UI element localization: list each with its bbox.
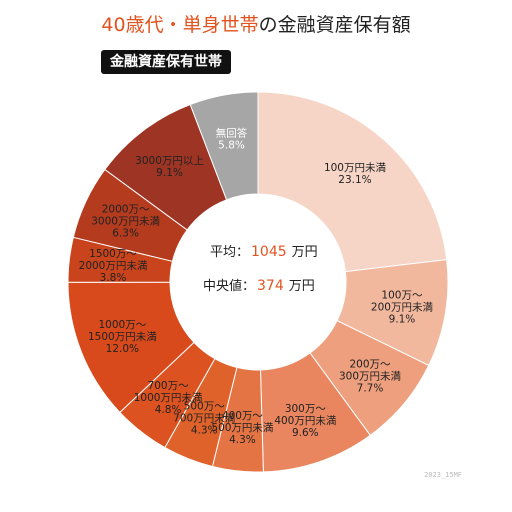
- subtitle-badge: 金融資産保有世帯: [101, 50, 231, 74]
- median-value: 374: [257, 278, 284, 294]
- slice-label-line: 7.7%: [357, 383, 384, 395]
- slice-label-line: 500万～: [184, 401, 226, 413]
- slice-label-1: 100万円未満 23.1%: [324, 162, 387, 186]
- slice-label-3: 200万～ 300万円未満 7.7%: [339, 359, 402, 395]
- slice-label-7: 700万～ 1000万円未満 4.8%: [134, 380, 203, 416]
- slice-label-line: 6.3%: [112, 227, 139, 239]
- slice-label-line: 1500万～: [89, 248, 137, 260]
- slice-label-line: 1500万円未満: [88, 331, 157, 343]
- donut-slices: [67, 91, 449, 473]
- slice-label-line: 4.3%: [229, 434, 256, 446]
- slice-label-11: 3000万円以上 9.1%: [135, 155, 204, 179]
- slice-label-line: 200万～: [349, 359, 391, 371]
- average-unit: 万円: [292, 245, 318, 260]
- slice-label-line: 23.1%: [338, 174, 371, 186]
- center-summary: 平均： 1045 万円 中央値： 374 万円: [203, 244, 318, 294]
- slice-label-line: 4.3%: [191, 425, 218, 437]
- slice-labels: 100万円未満 23.1%100万～ 200万円未満 9.1%200万～ 300万円未満…: [79, 126, 434, 446]
- average-value: 1045: [251, 244, 287, 260]
- slice-label-line: 400万～: [222, 410, 264, 422]
- slice-label-line: 1000万円未満: [134, 392, 203, 404]
- average-line: 平均： 1045 万円: [210, 244, 318, 260]
- donut-slice-12: [189, 91, 259, 201]
- chart-title-accent: 40歳代・単身世帯: [101, 14, 259, 36]
- slice-label-line: 3000万円以上: [135, 155, 204, 167]
- slice-label-4: 300万～ 400万円未満 9.6%: [274, 403, 337, 439]
- slice-label-line: 12.0%: [106, 343, 139, 355]
- slice-label-6: 500万～ 700万円未満 4.3%: [173, 401, 236, 437]
- slice-label-line: 2000万～: [102, 203, 150, 215]
- slice-label-line: 2000万円未満: [79, 260, 148, 272]
- median-line: 中央値： 374 万円: [203, 278, 315, 294]
- slice-label-10: 2000万～ 3000万円未満 6.3%: [91, 203, 160, 239]
- median-label: 中央値：: [203, 278, 255, 294]
- slice-label-12: 無回答 5.8%: [216, 126, 248, 151]
- donut-slice-1: [257, 91, 448, 273]
- slice-label-2: 100万～ 200万円未満 9.1%: [371, 289, 434, 325]
- slice-label-line: 4.8%: [155, 404, 182, 416]
- slice-label-line: 100万円未満: [324, 162, 387, 174]
- median-unit: 万円: [289, 279, 315, 294]
- watermark: 2023_15MF: [424, 471, 462, 479]
- slice-label-line: 9.1%: [389, 313, 416, 325]
- slice-label-line: 9.1%: [156, 167, 183, 179]
- slice-label-line: 300万～: [285, 403, 327, 415]
- slice-label-line: 1000万～: [98, 319, 146, 331]
- slice-label-8: 1000万～ 1500万円未満 12.0%: [88, 319, 157, 355]
- average-label: 平均：: [210, 245, 249, 260]
- slice-label-line: 無回答: [216, 126, 248, 139]
- slice-label-line: 400万円未満: [274, 415, 337, 427]
- slice-label-line: 300万円未満: [339, 371, 402, 383]
- slice-label-5: 400万～ 500万円未満 4.3%: [211, 410, 274, 446]
- slice-label-line: 200万円未満: [371, 301, 434, 313]
- slice-label-9: 1500万～ 2000万円未満 3.8%: [79, 248, 148, 284]
- slice-label-line: 500万円未満: [211, 422, 274, 434]
- slice-label-line: 3.8%: [100, 272, 127, 284]
- slice-label-line: 3000万円未満: [91, 215, 160, 227]
- slice-label-line: 5.8%: [218, 139, 245, 151]
- slice-label-line: 100万～: [381, 289, 423, 301]
- slice-label-line: 700万～: [148, 380, 190, 392]
- chart-title-rest: の金融資産保有額: [258, 14, 411, 36]
- slice-label-line: 700万円未満: [173, 413, 236, 425]
- slice-label-line: 9.6%: [292, 427, 319, 439]
- chart-title: 40歳代・単身世帯の金融資産保有額: [0, 12, 512, 38]
